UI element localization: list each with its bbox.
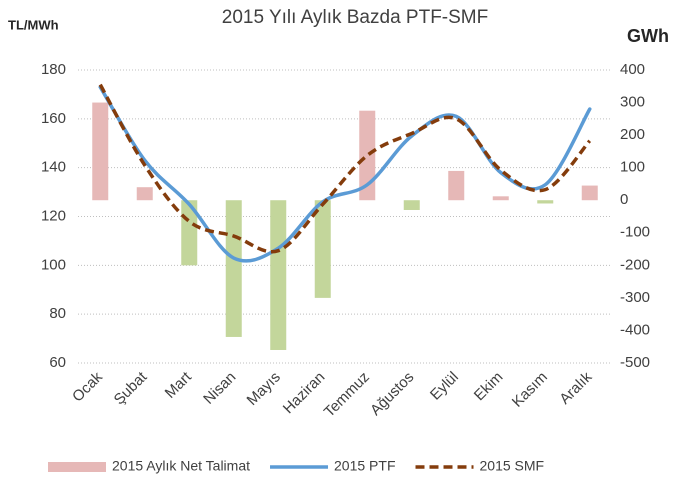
legend-label: 2015 Aylık Net Talimat <box>112 458 250 474</box>
y-tick-label: 60 <box>49 354 66 371</box>
chart-title: 2015 Yılı Aylık Bazda PTF-SMF <box>222 7 488 28</box>
bar <box>225 200 242 337</box>
y2-tick-label: -500 <box>620 354 650 371</box>
y2-tick-label: 400 <box>620 61 645 78</box>
y-tick-label: 160 <box>41 110 66 127</box>
y2-tick-label: -400 <box>620 321 650 338</box>
y-axis-label: TL/MWh <box>8 17 59 32</box>
x-tick-label: Temmuz <box>321 369 373 421</box>
bar <box>403 200 420 210</box>
bar <box>136 187 153 201</box>
x-tick-label: Ekim <box>471 369 507 405</box>
bar <box>92 102 109 201</box>
legend-swatch <box>48 462 106 472</box>
y-tick-label: 180 <box>41 61 66 78</box>
x-tick-label: Ağustos <box>367 369 417 419</box>
x-tick-label: Mayıs <box>244 369 284 409</box>
bar <box>270 200 287 350</box>
legend-label: 2015 PTF <box>334 458 395 474</box>
x-tick-label: Mart <box>162 368 196 402</box>
x-tick-label: Ocak <box>69 368 106 405</box>
x-tick-label: Eylül <box>427 369 462 404</box>
y2-tick-label: 300 <box>620 94 645 111</box>
line <box>98 83 592 254</box>
bar <box>359 110 376 201</box>
line <box>98 85 592 263</box>
y2-tick-label: -200 <box>620 256 650 273</box>
x-tick-label: Nisan <box>200 369 239 408</box>
y-tick-label: 120 <box>41 207 66 224</box>
y2-tick-label: 200 <box>620 126 645 143</box>
y-tick-label: 140 <box>41 159 66 176</box>
y2-tick-label: 0 <box>620 191 628 208</box>
y-tick-label: 100 <box>41 256 66 273</box>
bar <box>537 200 554 204</box>
bar <box>314 200 331 298</box>
legend-label: 2015 SMF <box>480 458 545 474</box>
bar <box>492 196 509 201</box>
y-tick-label: 80 <box>49 305 66 322</box>
y2-tick-label: -100 <box>620 224 650 241</box>
y2-tick-label: -300 <box>620 289 650 306</box>
x-tick-label: Şubat <box>111 368 151 408</box>
y2-axis-label: GWh <box>627 26 669 46</box>
x-tick-label: Kasım <box>509 369 551 411</box>
x-tick-label: Aralık <box>556 368 595 407</box>
bar <box>581 185 598 201</box>
bar <box>448 170 465 201</box>
y2-tick-label: 100 <box>620 159 645 176</box>
